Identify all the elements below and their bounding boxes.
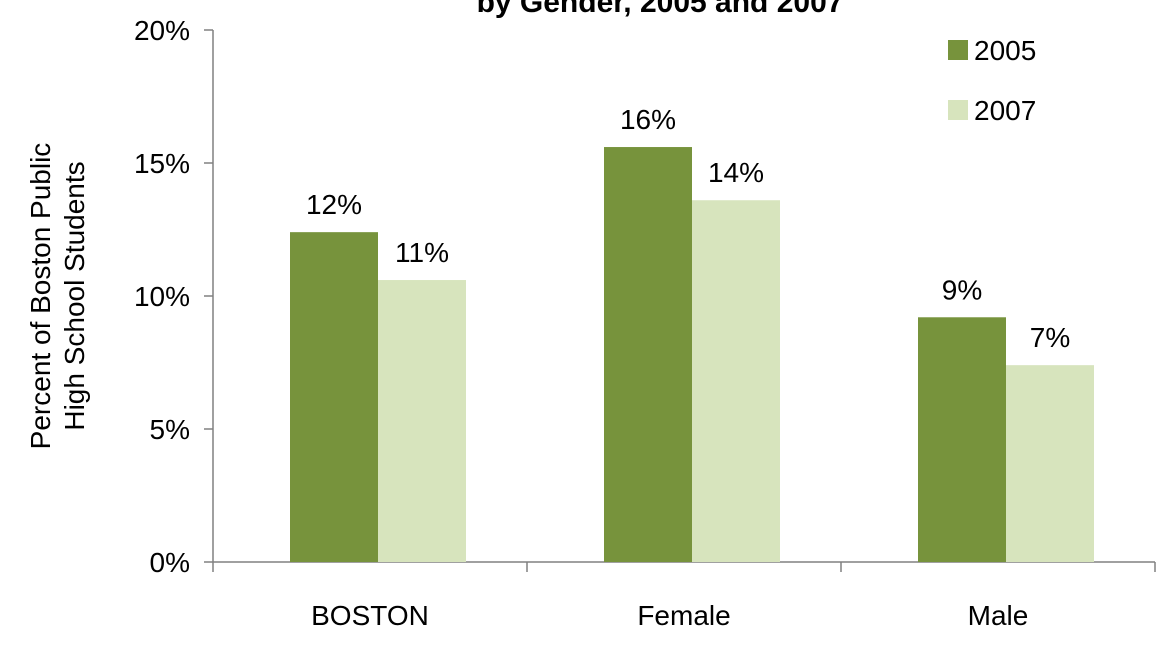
y-tick-label: 10% <box>134 281 190 312</box>
bar <box>290 232 378 562</box>
y-tick-label: 15% <box>134 148 190 179</box>
legend-swatch <box>948 100 968 120</box>
x-tick-label: BOSTON <box>311 600 429 631</box>
y-tick-label: 5% <box>150 414 190 445</box>
bar <box>604 147 692 563</box>
value-label: 16% <box>620 104 676 135</box>
y-tick-label: 0% <box>150 547 190 578</box>
value-label: 14% <box>708 157 764 188</box>
y-axis-title-line: High School Students <box>59 161 90 430</box>
bar <box>378 280 466 562</box>
legend-label: 2005 <box>974 35 1036 66</box>
legend-label: 2007 <box>974 95 1036 126</box>
value-label: 9% <box>942 274 982 305</box>
x-tick-label: Male <box>968 600 1029 631</box>
bar <box>1006 365 1094 562</box>
legend-swatch <box>948 40 968 60</box>
bar <box>918 317 1006 562</box>
bar <box>692 200 780 563</box>
value-label: 11% <box>395 237 449 268</box>
y-axis-title-line: Percent of Boston Public <box>25 143 56 450</box>
value-label: 12% <box>306 189 362 220</box>
value-label: 7% <box>1030 322 1070 353</box>
y-tick-label: 20% <box>134 15 190 46</box>
x-tick-label: Female <box>637 600 730 631</box>
y-axis-title: Percent of Boston Public High School Stu… <box>25 143 90 450</box>
chart-title: by Gender, 2005 and 2007 <box>477 0 844 19</box>
